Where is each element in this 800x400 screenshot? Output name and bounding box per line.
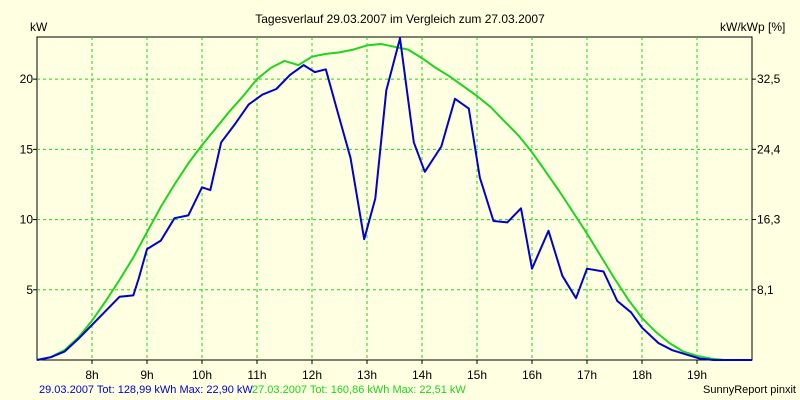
x-tick-label: 16h (522, 368, 542, 382)
x-tick-label: 17h (577, 368, 597, 382)
x-tick-label: 19h (687, 368, 707, 382)
y-tick-label-left: 20 (20, 72, 34, 86)
y-tick-label-right: 32,5 (757, 72, 781, 86)
plot-area (36, 36, 753, 361)
y-tick-label-left: 10 (20, 213, 34, 227)
y-tick-label-left: 15 (20, 142, 34, 156)
x-tick-label: 8h (85, 368, 98, 382)
y-axis-left-label: kW (30, 20, 48, 34)
x-tick-label: 11h (247, 368, 266, 382)
y-tick-label-right: 16,3 (757, 213, 781, 227)
y-tick-label-left: 5 (26, 283, 33, 297)
x-tick-label: 18h (632, 368, 652, 382)
x-tick-label: 12h (302, 368, 322, 382)
y-tick-label-right: 8,1 (757, 283, 774, 297)
grid-lines (37, 37, 752, 360)
x-tick-label: 10h (192, 368, 212, 382)
x-tick-label: 15h (467, 368, 487, 382)
footer-brand: SunnyReport pinxit (703, 384, 796, 396)
y-tick-label-right: 24,4 (757, 142, 781, 156)
footer-series1-stats: 29.03.2007 Tot: 128,99 kWh Max: 22,90 kW (39, 384, 253, 396)
y-axis-right-label: kW/kWp [%] (720, 20, 785, 34)
series-layer (36, 37, 752, 361)
x-tick-label: 13h (357, 368, 377, 382)
x-tick-label: 14h (412, 368, 432, 382)
series-line-29-03-2007 (36, 37, 752, 361)
tick-labels: 8h 9h 10h 11h 12h 13h 14h 15h 16h 17h 18h 19h 5 10 15 2… (20, 72, 781, 382)
footer-series2-stats: 27.03.2007 Tot: 160,86 kWh Max: 22,51 kW (252, 384, 466, 396)
x-tick-label: 9h (140, 368, 153, 382)
chart-title: Tagesverlauf 29.03.2007 im Vergleich zum… (255, 12, 545, 26)
series-line-27-03-2007 (36, 43, 752, 361)
